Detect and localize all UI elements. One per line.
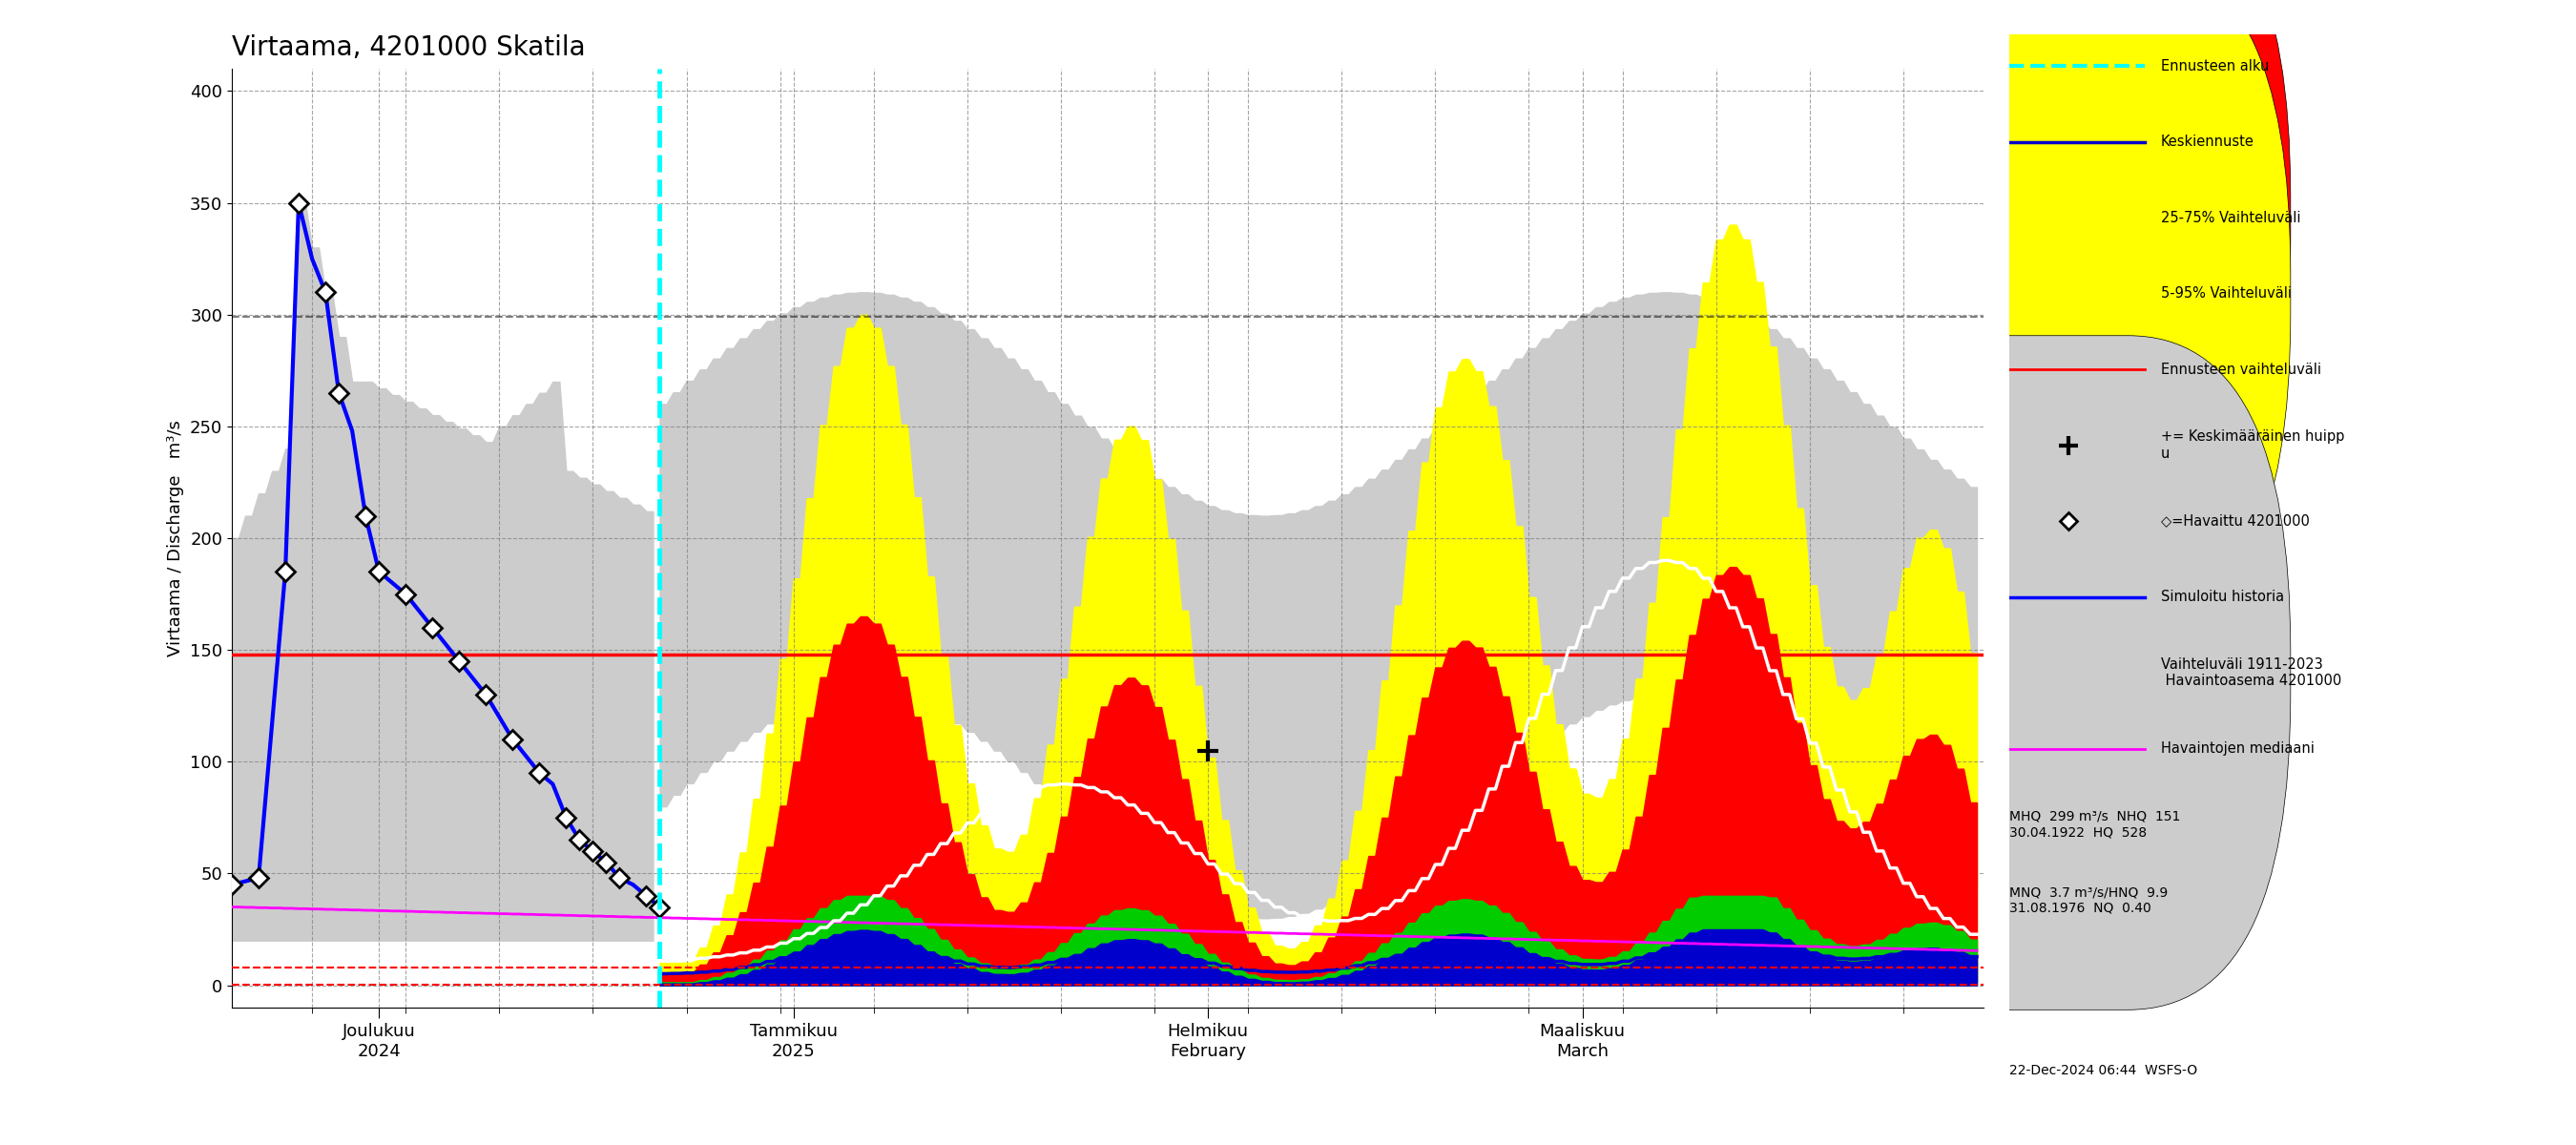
Text: Virtaama, 4201000 Skatila: Virtaama, 4201000 Skatila <box>232 34 585 61</box>
Text: 5-95% Vaihteluväli: 5-95% Vaihteluväli <box>2161 286 2293 301</box>
Text: ◇=Havaittu 4201000: ◇=Havaittu 4201000 <box>2161 514 2311 528</box>
FancyBboxPatch shape <box>1847 335 2290 1010</box>
Text: Havaintojen mediaani: Havaintojen mediaani <box>2161 742 2313 756</box>
Text: MNQ  3.7 m³/s/HNQ  9.9
31.08.1976  NQ  0.40: MNQ 3.7 m³/s/HNQ 9.9 31.08.1976 NQ 0.40 <box>2009 886 2169 915</box>
Y-axis label: Virtaama / Discharge   m³/s: Virtaama / Discharge m³/s <box>167 420 185 656</box>
Text: Ennusteen vaihteluväli: Ennusteen vaihteluväli <box>2161 362 2321 377</box>
FancyBboxPatch shape <box>1847 0 2290 631</box>
Text: 25-75% Vaihteluväli: 25-75% Vaihteluväli <box>2161 211 2300 224</box>
FancyBboxPatch shape <box>1847 0 2290 554</box>
Text: MHQ  299 m³/s  NHQ  151
30.04.1922  HQ  528: MHQ 299 m³/s NHQ 151 30.04.1922 HQ 528 <box>2009 810 2179 839</box>
Text: Ennusteen alku: Ennusteen alku <box>2161 58 2269 73</box>
Text: Vaihteluväli 1911-2023
 Havaintoasema 4201000: Vaihteluväli 1911-2023 Havaintoasema 420… <box>2161 657 2342 688</box>
Text: Keskiennuste: Keskiennuste <box>2161 135 2254 149</box>
Text: Simuloitu historia: Simuloitu historia <box>2161 590 2285 605</box>
Text: 22-Dec-2024 06:44  WSFS-O: 22-Dec-2024 06:44 WSFS-O <box>2009 1064 2197 1077</box>
Text: += Keskimääräinen huipp
u: += Keskimääräinen huipp u <box>2161 429 2344 460</box>
